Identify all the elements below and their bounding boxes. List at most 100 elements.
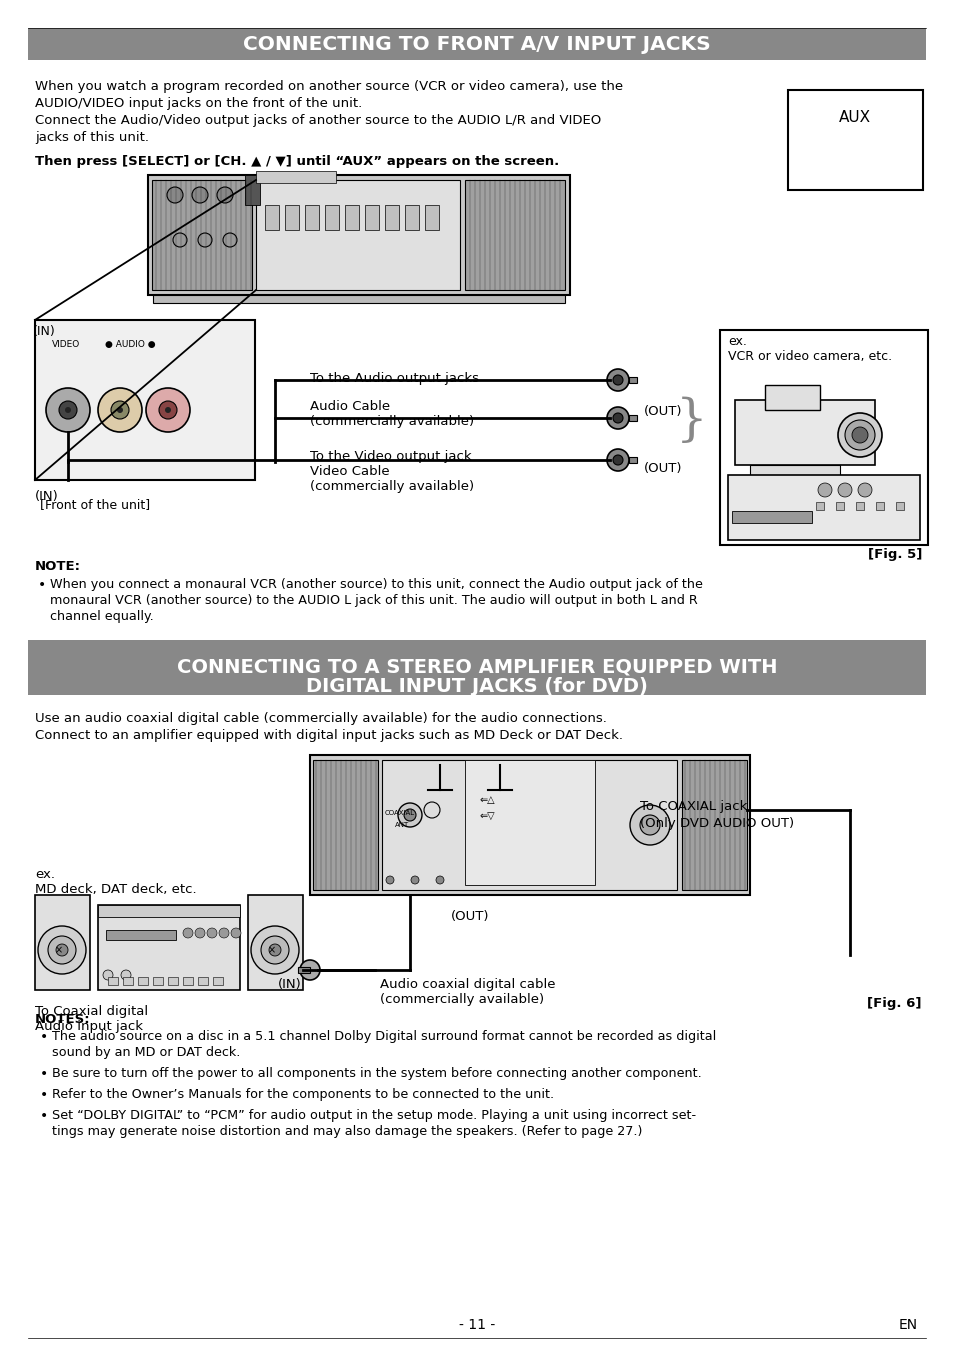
Circle shape — [851, 427, 867, 443]
Bar — [734, 400, 874, 465]
Circle shape — [65, 407, 71, 412]
Text: tings may generate noise distortion and may also damage the speakers. (Refer to : tings may generate noise distortion and … — [52, 1126, 641, 1138]
Bar — [183, 977, 193, 985]
Text: The audio source on a disc in a 5.1 channel Dolby Digital surround format cannot: The audio source on a disc in a 5.1 chan… — [52, 1030, 716, 1043]
Text: •: • — [40, 1030, 49, 1043]
Circle shape — [223, 233, 236, 247]
Circle shape — [629, 805, 669, 845]
Bar — [285, 205, 298, 231]
Text: CONNECTING TO A STEREO AMPLIFIER EQUIPPED WITH: CONNECTING TO A STEREO AMPLIFIER EQUIPPE… — [176, 658, 777, 677]
Text: ex.: ex. — [727, 336, 746, 348]
Text: Audio input jack: Audio input jack — [35, 1020, 143, 1033]
Circle shape — [219, 927, 229, 938]
Circle shape — [299, 960, 319, 980]
Circle shape — [386, 876, 394, 884]
Bar — [385, 205, 398, 231]
Bar — [681, 760, 746, 890]
Bar — [297, 967, 310, 973]
Text: (commercially available): (commercially available) — [310, 480, 474, 493]
Circle shape — [269, 944, 281, 956]
Text: jacks of this unit.: jacks of this unit. — [35, 131, 149, 144]
Circle shape — [837, 483, 851, 497]
Circle shape — [207, 927, 216, 938]
Circle shape — [172, 233, 187, 247]
Circle shape — [103, 971, 112, 980]
Circle shape — [159, 400, 177, 419]
Circle shape — [411, 876, 418, 884]
Bar — [152, 977, 163, 985]
Circle shape — [436, 876, 443, 884]
Circle shape — [167, 187, 183, 204]
Circle shape — [194, 927, 205, 938]
Bar — [123, 977, 132, 985]
Bar — [787, 90, 923, 190]
Text: VCR or video camera, etc.: VCR or video camera, etc. — [727, 350, 891, 363]
Bar — [245, 175, 260, 205]
Bar — [855, 501, 863, 510]
Text: Use an audio coaxial digital cable (commercially available) for the audio connec: Use an audio coaxial digital cable (comm… — [35, 712, 606, 725]
Text: [Front of the unit]: [Front of the unit] — [40, 497, 150, 511]
Text: [Fig. 6]: [Fig. 6] — [866, 998, 921, 1010]
Bar — [28, 28, 925, 61]
Bar — [365, 205, 378, 231]
Text: ex.: ex. — [35, 868, 55, 882]
Text: (OUT): (OUT) — [643, 462, 681, 474]
Text: EN: EN — [898, 1318, 917, 1332]
Bar — [35, 319, 254, 480]
Text: (commercially available): (commercially available) — [379, 993, 543, 1006]
Circle shape — [165, 407, 171, 412]
Text: (commercially available): (commercially available) — [310, 415, 474, 429]
Bar — [255, 181, 459, 290]
Text: To COAXIAL jack: To COAXIAL jack — [639, 799, 746, 813]
Circle shape — [403, 809, 416, 821]
Circle shape — [111, 400, 129, 419]
Bar — [424, 205, 438, 231]
Text: (OUT): (OUT) — [643, 404, 681, 418]
Bar — [98, 905, 240, 917]
Circle shape — [48, 936, 76, 964]
Bar — [213, 977, 223, 985]
Circle shape — [216, 187, 233, 204]
Bar — [198, 977, 208, 985]
Bar — [815, 501, 823, 510]
Bar — [138, 977, 148, 985]
Text: sound by an MD or DAT deck.: sound by an MD or DAT deck. — [52, 1046, 240, 1060]
Text: ANT: ANT — [395, 822, 409, 828]
Bar — [464, 181, 564, 290]
Bar — [731, 511, 811, 523]
Text: channel equally.: channel equally. — [50, 611, 153, 623]
Text: Connect to an amplifier equipped with digital input jacks such as MD Deck or DAT: Connect to an amplifier equipped with di… — [35, 729, 622, 741]
Bar — [255, 171, 335, 183]
Text: Audio Cable: Audio Cable — [310, 400, 390, 412]
Circle shape — [59, 400, 77, 419]
Circle shape — [198, 233, 212, 247]
Bar — [895, 501, 903, 510]
Text: (IN): (IN) — [33, 325, 55, 338]
Text: CONNECTING TO FRONT A/V INPUT JACKS: CONNECTING TO FRONT A/V INPUT JACKS — [243, 35, 710, 54]
Circle shape — [56, 944, 68, 956]
Bar — [152, 181, 252, 290]
Text: AUX: AUX — [838, 111, 870, 125]
Text: [Fig. 5]: [Fig. 5] — [866, 549, 921, 561]
Bar — [405, 205, 418, 231]
Bar — [628, 377, 637, 383]
Text: NOTE:: NOTE: — [35, 559, 81, 573]
Text: AUDIO/VIDEO input jacks on the front of the unit.: AUDIO/VIDEO input jacks on the front of … — [35, 97, 362, 111]
Text: When you watch a program recorded on another source (VCR or video camera), use t: When you watch a program recorded on ano… — [35, 80, 622, 93]
Bar — [313, 760, 377, 890]
Text: When you connect a monaural VCR (another source) to this unit, connect the Audio: When you connect a monaural VCR (another… — [50, 578, 702, 590]
Text: ⇐▽: ⇐▽ — [479, 811, 496, 821]
Text: To the Video output jack: To the Video output jack — [310, 450, 471, 462]
Bar — [628, 457, 637, 462]
Circle shape — [231, 927, 241, 938]
Circle shape — [606, 449, 628, 470]
Bar — [835, 501, 843, 510]
Text: (IN): (IN) — [35, 491, 59, 503]
Text: Be sure to turn off the power to all components in the system before connecting : Be sure to turn off the power to all com… — [52, 1068, 701, 1080]
Circle shape — [38, 926, 86, 975]
Text: }: } — [676, 396, 707, 446]
Bar — [345, 205, 358, 231]
Text: Then press [SELECT] or [CH. ▲ / ▼] until “AUX” appears on the screen.: Then press [SELECT] or [CH. ▲ / ▼] until… — [35, 155, 558, 168]
Bar — [98, 905, 240, 989]
Text: MD deck, DAT deck, etc.: MD deck, DAT deck, etc. — [35, 883, 196, 896]
